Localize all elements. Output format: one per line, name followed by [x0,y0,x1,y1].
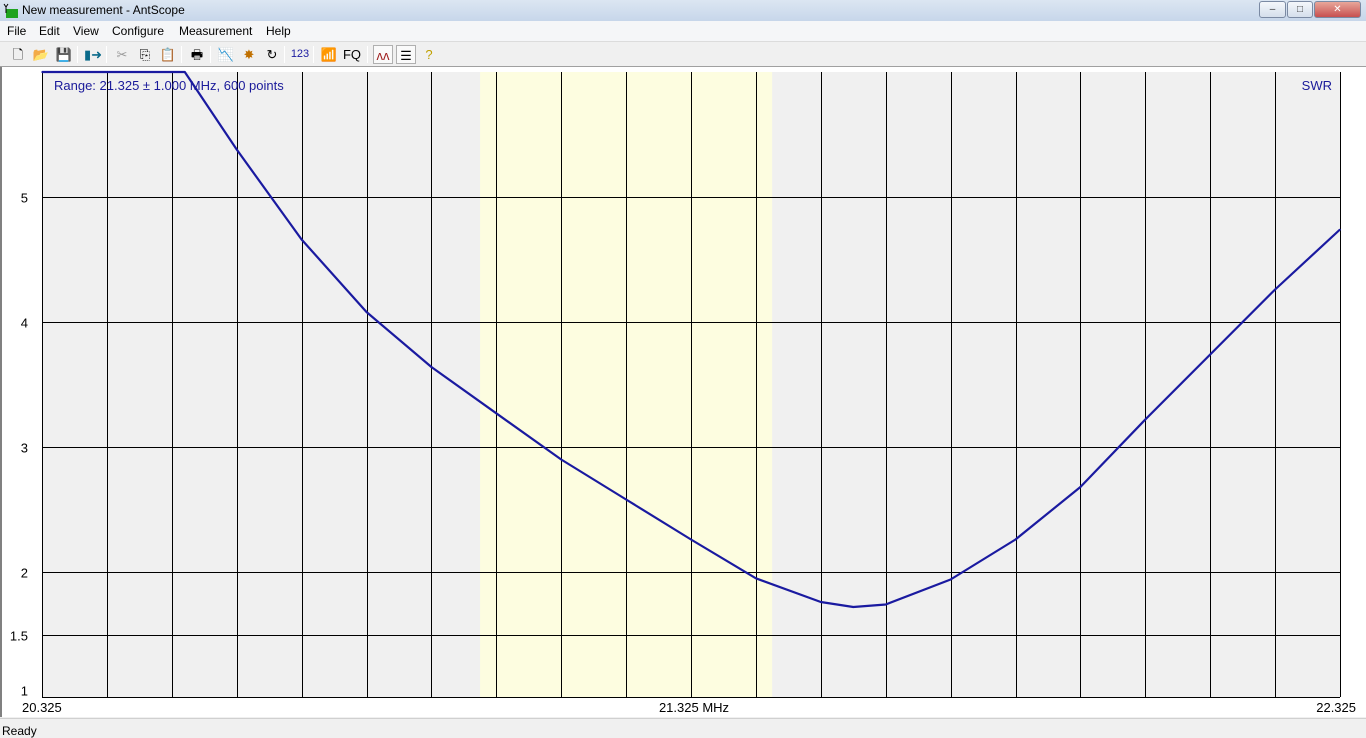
curves-icon: ʌʌ [376,48,390,63]
burst-icon: ✸ [243,47,255,62]
print-icon: 🖶 [190,47,204,62]
menu-measurement[interactable]: Measurement [179,24,253,38]
swr-data-point [430,366,433,368]
toolbar-separator [181,46,182,63]
open-folder-button[interactable]: 📂 [31,45,51,64]
swr-data-point [183,71,186,73]
new-file-button[interactable]: 🗋 [8,45,28,64]
toolbar-separator [284,46,285,63]
menu-edit[interactable]: Edit [39,24,60,38]
minimize-button[interactable]: – [1259,1,1286,18]
toolbar-separator [367,46,368,63]
new-file-icon: 🗋 [12,47,24,62]
swr-data-point [300,238,303,241]
toolbar: 🗋 📂 💾 ▮➜ ✂ ⎘ 📋 🖶 📉 ✸ ↻ 123 📶 FQ ʌʌ ☰? [0,42,1366,67]
swr-data-point [235,148,238,151]
menu-configure[interactable]: Configure [112,24,165,38]
help-button[interactable]: ? [419,45,439,64]
swr-data-point [755,577,757,580]
numbers-button[interactable]: 123 [290,45,310,64]
y-tick-label: 1 [21,684,28,699]
cut-button[interactable]: ✂ [112,45,132,64]
copy-icon: ⎘ [139,47,151,62]
menu-bar: File Edit View Configure Measurement Hel… [0,21,1366,42]
refresh-button[interactable]: ↻ [262,45,282,64]
swr-data-point [365,311,368,313]
export-icon: ▮➜ [83,47,103,62]
maximize-button[interactable]: □ [1287,1,1313,18]
antenna-button[interactable]: 📶 [319,45,339,64]
menu-help[interactable]: Help [266,24,291,38]
swr-data-point [884,603,887,606]
menu-view[interactable]: View [73,24,99,38]
y-tick-label: 5 [21,191,28,206]
series-label: SWR [1302,78,1332,93]
x-tick-label: 22.325 [1316,700,1356,715]
refresh-icon: ↻ [266,47,278,62]
curves-button[interactable]: ʌʌ [373,45,393,64]
y-tick-label: 2 [21,566,28,581]
close-button[interactable]: ✕ [1314,1,1361,18]
y-tick-label: 3 [21,441,28,456]
swr-data-point [852,606,855,608]
swr-chart: 1 1.5 2 3 4 5 Range: 21.325 ± 1.000 MHz, 600 p… [0,67,1366,717]
swr-data-point [1339,228,1341,231]
swr-data-point [495,412,498,415]
copy-button[interactable]: ⎘ [135,45,155,64]
swr-data-point [41,71,43,73]
swr-data-point [1079,486,1082,488]
x-tick-label: 20.325 [22,700,62,715]
title-bar: New measurement - AntScope – □ ✕ [0,0,1366,21]
list-icon: ☰ [400,48,412,63]
swr-data-point [949,578,952,581]
toolbar-separator [106,46,107,63]
list-button[interactable]: ☰ [396,45,416,64]
status-text: Ready [2,724,37,738]
chart-svg: 1 1.5 2 3 4 5 Range: 21.325 ± 1.000 MHz, 600 p… [10,70,1356,715]
paste-button[interactable]: 📋 [158,45,178,64]
save-icon: 💾 [55,47,73,62]
y-tick-label: 4 [21,316,28,331]
app-icon [3,3,18,18]
chart-button[interactable]: 📉 [216,45,236,64]
fq-button[interactable]: FQ [342,45,362,64]
swr-data-point [690,538,692,541]
swr-data-point [1014,538,1017,541]
help-icon: ? [425,47,433,62]
status-bar: Ready [0,718,1366,738]
y-tick-label: 1.5 [10,629,28,644]
save-button[interactable]: 💾 [54,45,74,64]
swr-data-point [625,498,627,501]
paste-icon: 📋 [159,47,177,62]
menu-file[interactable]: File [7,24,27,38]
export-button[interactable]: ▮➜ [83,45,103,64]
swr-data-point [1144,418,1147,421]
chart-icon: 📉 [217,47,235,62]
cut-icon: ✂ [116,47,128,62]
window-title: New measurement - AntScope [22,3,185,17]
range-label: Range: 21.325 ± 1.000 MHz, 600 points [54,78,284,93]
swr-data-point [1274,288,1276,291]
swr-data-point [560,458,562,461]
toolbar-separator [77,46,78,63]
antenna-icon: 📶 [320,47,338,62]
open-folder-icon: 📂 [32,47,50,62]
swr-data-point [820,601,822,603]
print-button[interactable]: 🖶 [187,45,207,64]
numbers-icon: 123 [290,48,310,60]
swr-data-point [1209,353,1211,356]
fq-icon: FQ [342,47,362,62]
burst-button[interactable]: ✸ [239,45,259,64]
x-tick-label: 21.325 MHz [659,700,729,715]
toolbar-separator [313,46,314,63]
toolbar-separator [210,46,211,63]
